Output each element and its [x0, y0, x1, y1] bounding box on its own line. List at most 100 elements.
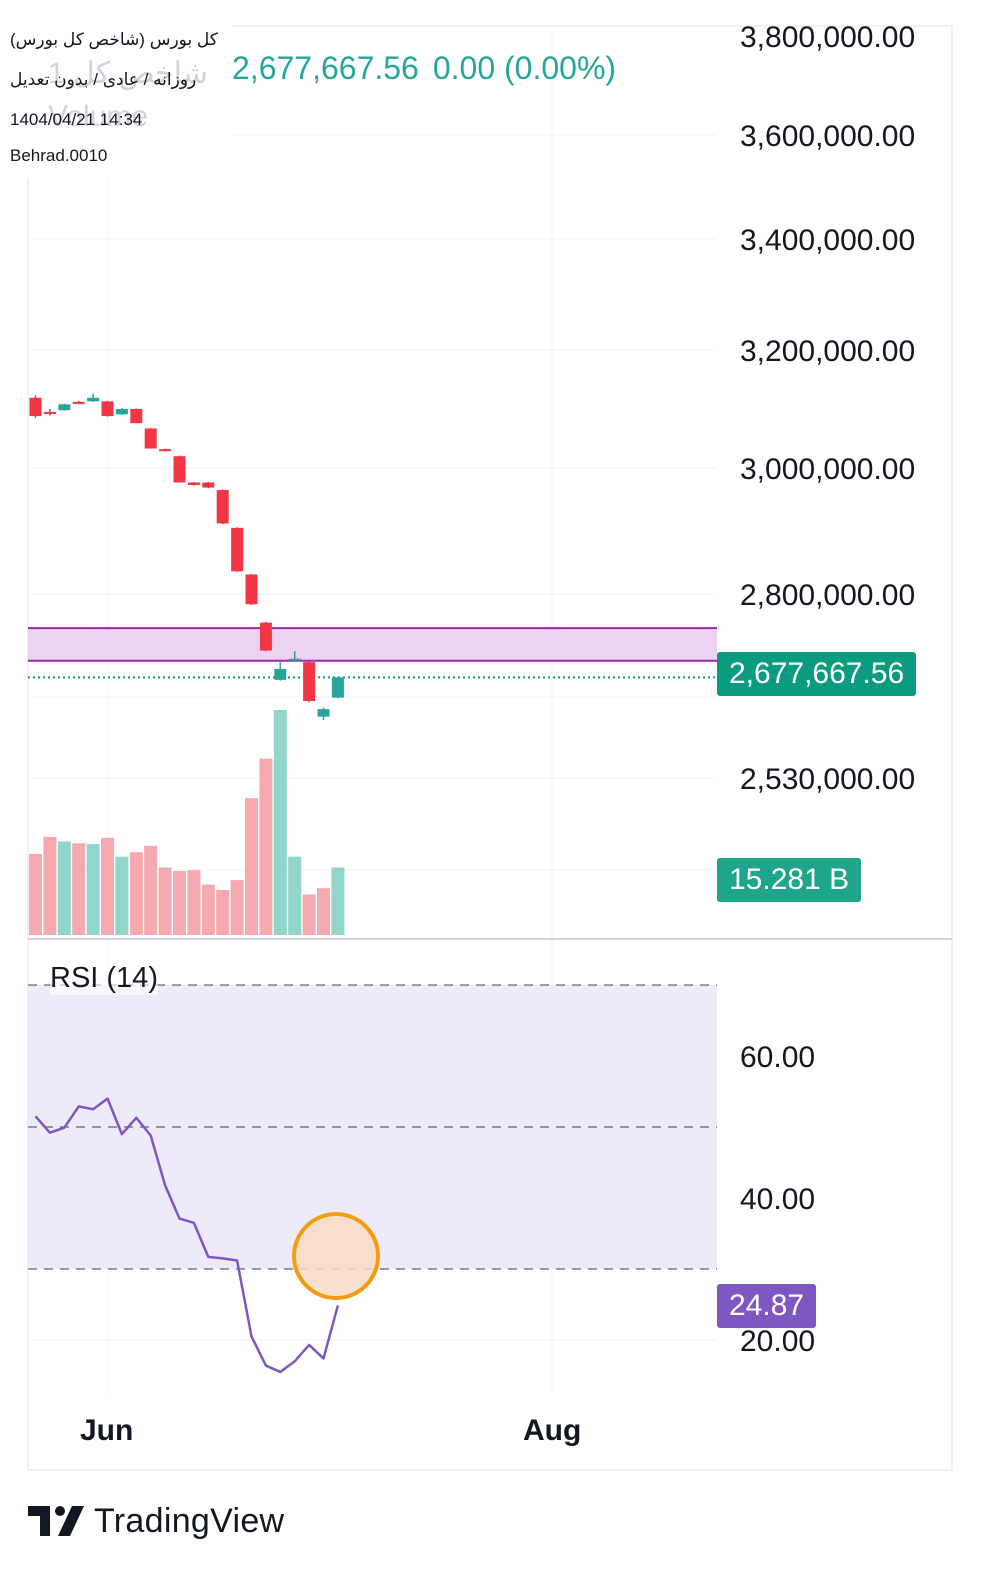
- rsi-axis-label: 40.00: [740, 1183, 815, 1216]
- candle-body: [173, 456, 186, 483]
- candle: [144, 427, 157, 449]
- tradingview-icon: [28, 1506, 84, 1536]
- candle: [331, 677, 344, 699]
- candle-body: [259, 622, 272, 651]
- price-change-readout: 0.00 (0.00%): [432, 50, 617, 86]
- rsi-line: [34, 1097, 340, 1374]
- price-axis-label: 3,600,000.00: [740, 120, 915, 153]
- rsi-axis-label: 60.00: [740, 1041, 815, 1074]
- time-label-aug: Aug: [523, 1414, 582, 1447]
- candle: [115, 407, 128, 415]
- brand-name: TradingView: [94, 1501, 285, 1540]
- candle: [231, 527, 244, 572]
- candle: [130, 408, 143, 424]
- ghost-symbol-text: 1 شاخص کل: [48, 57, 208, 90]
- volume-bars: [29, 710, 345, 935]
- candle: [43, 409, 56, 416]
- candle-body: [317, 709, 330, 717]
- time-label-jun: Jun: [80, 1414, 134, 1447]
- candle: [303, 661, 316, 703]
- volume-bar: [187, 870, 201, 935]
- candle-body: [43, 411, 56, 414]
- price-axis-label: 3,000,000.00: [740, 453, 915, 486]
- candle-body: [202, 482, 215, 488]
- candle-body: [288, 658, 301, 661]
- candle: [187, 481, 200, 486]
- resistance-zone: [28, 627, 717, 679]
- volume-bar: [72, 843, 86, 935]
- volume-bar: [29, 854, 42, 935]
- volume-bar: [288, 856, 302, 935]
- oversold-highlight-circle: [292, 1212, 380, 1300]
- candle-body: [231, 527, 244, 572]
- candle-body: [303, 662, 316, 701]
- volume-bar: [57, 841, 71, 935]
- volume-bar: [101, 837, 114, 935]
- volume-bar: [317, 888, 330, 935]
- rsi-value-badge: 24.87: [717, 1284, 817, 1328]
- price-axis-label: 2,530,000.00: [740, 763, 915, 796]
- candle: [58, 403, 71, 411]
- candle-body: [115, 409, 128, 415]
- volume-bar: [115, 856, 129, 935]
- candle-body: [72, 401, 85, 404]
- price-axis-label: 3,800,000.00: [740, 21, 915, 54]
- candle: [87, 393, 100, 402]
- candle-body: [29, 397, 42, 417]
- price-axis-label: 3,400,000.00: [740, 224, 915, 257]
- candle: [72, 400, 85, 405]
- candle-body: [187, 482, 200, 486]
- volume-bar: [43, 836, 57, 935]
- candle: [317, 707, 330, 721]
- candle: [202, 481, 215, 489]
- volume-bar: [173, 871, 186, 935]
- volume-bar: [201, 884, 215, 935]
- candle: [216, 489, 229, 525]
- ghost-volume-text: Volume: [48, 100, 149, 133]
- volume-bar: [302, 894, 316, 935]
- volume-bar: [144, 845, 158, 935]
- volume-bar: [230, 880, 244, 935]
- rsi-pane: [28, 984, 717, 1374]
- candlestick-series: [29, 393, 344, 721]
- volume-bar: [216, 890, 230, 935]
- candle: [245, 573, 258, 605]
- candle: [101, 400, 114, 417]
- candle-body: [274, 668, 287, 680]
- volume-bar: [86, 844, 100, 935]
- price-readout: 2,677,667.56 0.00 (0.00%): [232, 50, 630, 87]
- candle-body: [101, 401, 114, 417]
- volume-value-badge: 15.281 B: [717, 858, 862, 902]
- tradingview-logo[interactable]: TradingView: [28, 1498, 284, 1544]
- timestamp: 1404/04/21 14:34: [10, 110, 143, 129]
- author-name: Behrad.0010: [10, 146, 108, 165]
- volume-bar: [129, 852, 143, 935]
- resistance-zone-fill: [28, 628, 717, 661]
- price-axis-label: 2,800,000.00: [740, 579, 915, 612]
- symbol-legend[interactable]: 1 شاخص کل Volume کل بورس (شاخص کل بورس) …: [0, 18, 232, 178]
- symbol-name: کل بورس (شاخص کل بورس): [10, 30, 218, 49]
- price-axis-label: 3,200,000.00: [740, 335, 915, 368]
- last-price-readout: 2,677,667.56: [232, 50, 419, 86]
- candle-body: [245, 574, 258, 605]
- volume-bar: [331, 867, 345, 935]
- volume-bar: [245, 798, 258, 935]
- candle: [29, 395, 42, 418]
- volume-bar: [273, 710, 287, 935]
- candle-body: [331, 677, 344, 698]
- candle-body: [58, 404, 71, 411]
- volume-bar: [259, 758, 273, 935]
- last-price-badge: 2,677,667.56: [717, 652, 917, 696]
- candle-body: [144, 428, 157, 449]
- candle: [173, 455, 186, 483]
- candle-body: [130, 409, 143, 424]
- rsi-indicator-label[interactable]: RSI (14): [50, 962, 158, 995]
- rsi-axis-label: 20.00: [740, 1325, 815, 1358]
- interval-info: روزانه / عادی / بدون تعدیل: [10, 70, 197, 89]
- volume-bar: [158, 867, 172, 935]
- candle: [274, 662, 287, 681]
- candle: [288, 651, 301, 661]
- candle-body: [159, 449, 172, 452]
- candle-body: [87, 397, 100, 402]
